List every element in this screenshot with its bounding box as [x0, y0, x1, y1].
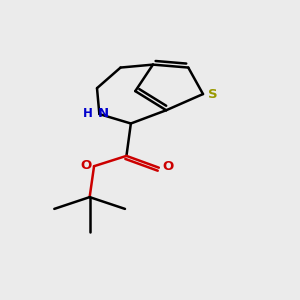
Text: S: S	[208, 88, 217, 100]
Text: H: H	[83, 107, 93, 120]
Text: O: O	[162, 160, 173, 173]
Text: O: O	[80, 158, 92, 172]
Text: N: N	[98, 107, 109, 120]
